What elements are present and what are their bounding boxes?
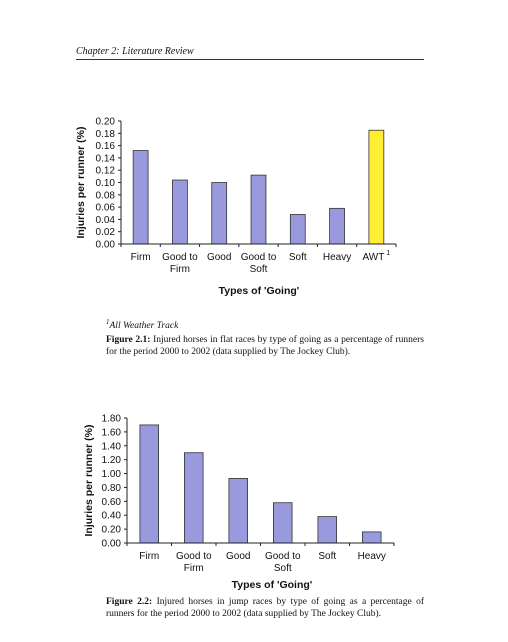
flat-category-label: Good [207,252,231,263]
flat-category-label: Firm [131,252,151,263]
flat-category-label: Soft [289,252,307,263]
figure-2-2-text: Injured horses in jump races by type of … [106,597,424,619]
flat-category-label: AWT 1 [362,250,390,263]
flat-ytick-label: 0.08 [96,190,116,201]
jump-races-bar-chart: 0.00 0.20 0.40 0.60 0.80 1.00 1.20 1.40 1.60 1.80… [83,414,395,591]
figure-2-1-text: Injured horses in flat races by type of … [106,335,424,357]
flat-ytick-label: 0.14 [96,153,116,164]
footnote-mark: 1 [106,318,110,326]
header-rule [76,59,424,60]
jump-category-label: Good to [265,551,301,562]
flat-ytick-label: 0.10 [96,178,116,189]
flat-ytick-label: 0.20 [96,117,116,128]
figure-2-1-label: Figure 2.1: [106,335,151,345]
jump-bar-firm [139,424,159,544]
jump-xlabel: Types of 'Going' [232,579,313,591]
chapter-header: Chapter 2: Literature Review [76,46,194,57]
flat-ytick-label: 0.18 [96,129,116,140]
jump-ytick-label: 0.80 [102,483,122,494]
jump-bar-good [228,478,248,544]
jump-category-label: Good to [176,551,212,562]
jump-ylabel: Injuries per runner (%) [83,424,95,536]
flat-xlabel: Types of 'Going' [219,285,300,297]
figure-2-2-label: Figure 2.2: [106,597,153,607]
jump-bar-soft [317,516,337,544]
jump-bar-heavy [362,531,382,544]
jump-category-label: Heavy [358,551,386,562]
jump-ytick-label: 0.40 [102,511,122,522]
jump-bar-good-to-firm [184,452,204,544]
jump-ytick-label: 1.80 [102,414,122,425]
footnote-text: All Weather Track [109,321,179,332]
flat-category-label: Soft [250,264,268,275]
figure-2-2-caption: Figure 2.2: Injured horses in jump races… [106,596,424,620]
jump-ytick-label: 1.60 [102,427,122,438]
jump-category-label: Soft [318,551,336,562]
jump-bar-good-to-soft [273,502,293,544]
flat-category-label: Good to [241,252,277,263]
flat-ytick-label: 0.04 [96,215,116,226]
footnote: 1All Weather Track [106,318,178,331]
flat-ytick-label: 0.16 [96,141,116,152]
jump-ytick-label: 0.20 [102,525,122,536]
flat-ytick-label: 0.00 [96,240,116,251]
figure-2-1-caption: Figure 2.1: Injured horses in flat races… [106,334,424,358]
jump-category-label: Firm [184,563,204,574]
flat-ytick-label: 0.02 [96,227,116,238]
jump-ytick-label: 0.60 [102,497,122,508]
jump-ytick-label: 1.20 [102,455,122,466]
flat-category-label: Heavy [323,252,351,263]
flat-ytick-label: 0.12 [96,166,116,177]
flat-races-bar-chart: 0.00 0.020.040.06 0.080.100.12 0.140.160.18… [75,117,397,297]
jump-ytick-label: 0.00 [102,539,122,550]
flat-category-label: Good to [162,252,198,263]
jump-category-label: Good [226,551,250,562]
flat-superscript: 1 [386,250,390,257]
jump-ytick-label: 1.00 [102,469,122,480]
jump-category-label: Soft [274,563,292,574]
jump-category-label: Firm [139,551,159,562]
flat-ylabel: Injuries per runner (%) [75,126,87,238]
jump-ytick-label: 1.40 [102,441,122,452]
flat-ytick-label: 0.06 [96,203,116,214]
flat-category-label: Firm [170,264,190,275]
